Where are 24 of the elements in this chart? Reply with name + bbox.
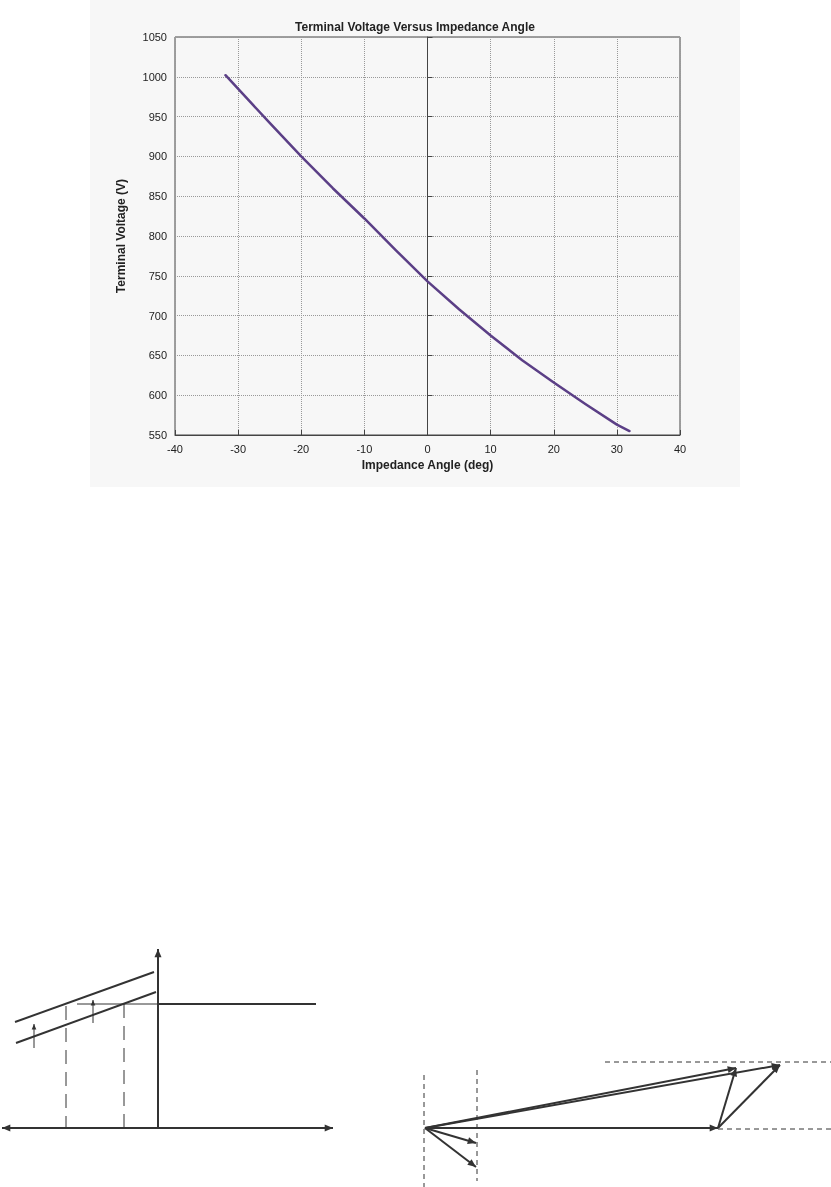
x-tick-label: -40 — [167, 442, 183, 455]
y-tick-label: 800 — [148, 230, 167, 242]
x-tick-label: 0 — [424, 442, 431, 455]
y-tick-label: 950 — [148, 110, 167, 123]
y-tick-label: 650 — [148, 349, 167, 362]
y-tick-label: 750 — [148, 269, 167, 282]
line-series — [224, 73, 631, 433]
chart-title: Terminal Voltage Versus Impedance Angle — [295, 20, 536, 34]
y-tick-label: 900 — [148, 150, 167, 163]
x-tick-label: 30 — [610, 442, 623, 455]
x-tick-label: 40 — [673, 442, 687, 455]
x-tick-label: -30 — [230, 442, 247, 455]
y-tick-label: 700 — [148, 309, 167, 322]
x-axis-title: Impedance Angle (deg) — [361, 457, 494, 472]
y-axis-title: Terminal Voltage (V) — [114, 178, 128, 294]
y-tick-label: 600 — [148, 389, 167, 402]
x-tick-label: 10 — [484, 442, 497, 455]
y-tick-label: 550 — [148, 429, 167, 441]
x-tick-label: -20 — [293, 442, 310, 455]
y-tick-label: 850 — [148, 190, 167, 203]
y-tick-label: 1000 — [142, 70, 167, 83]
y-tick-label: 1050 — [142, 31, 167, 43]
x-tick-label: 20 — [547, 442, 560, 455]
x-tick-label: -10 — [356, 442, 373, 455]
